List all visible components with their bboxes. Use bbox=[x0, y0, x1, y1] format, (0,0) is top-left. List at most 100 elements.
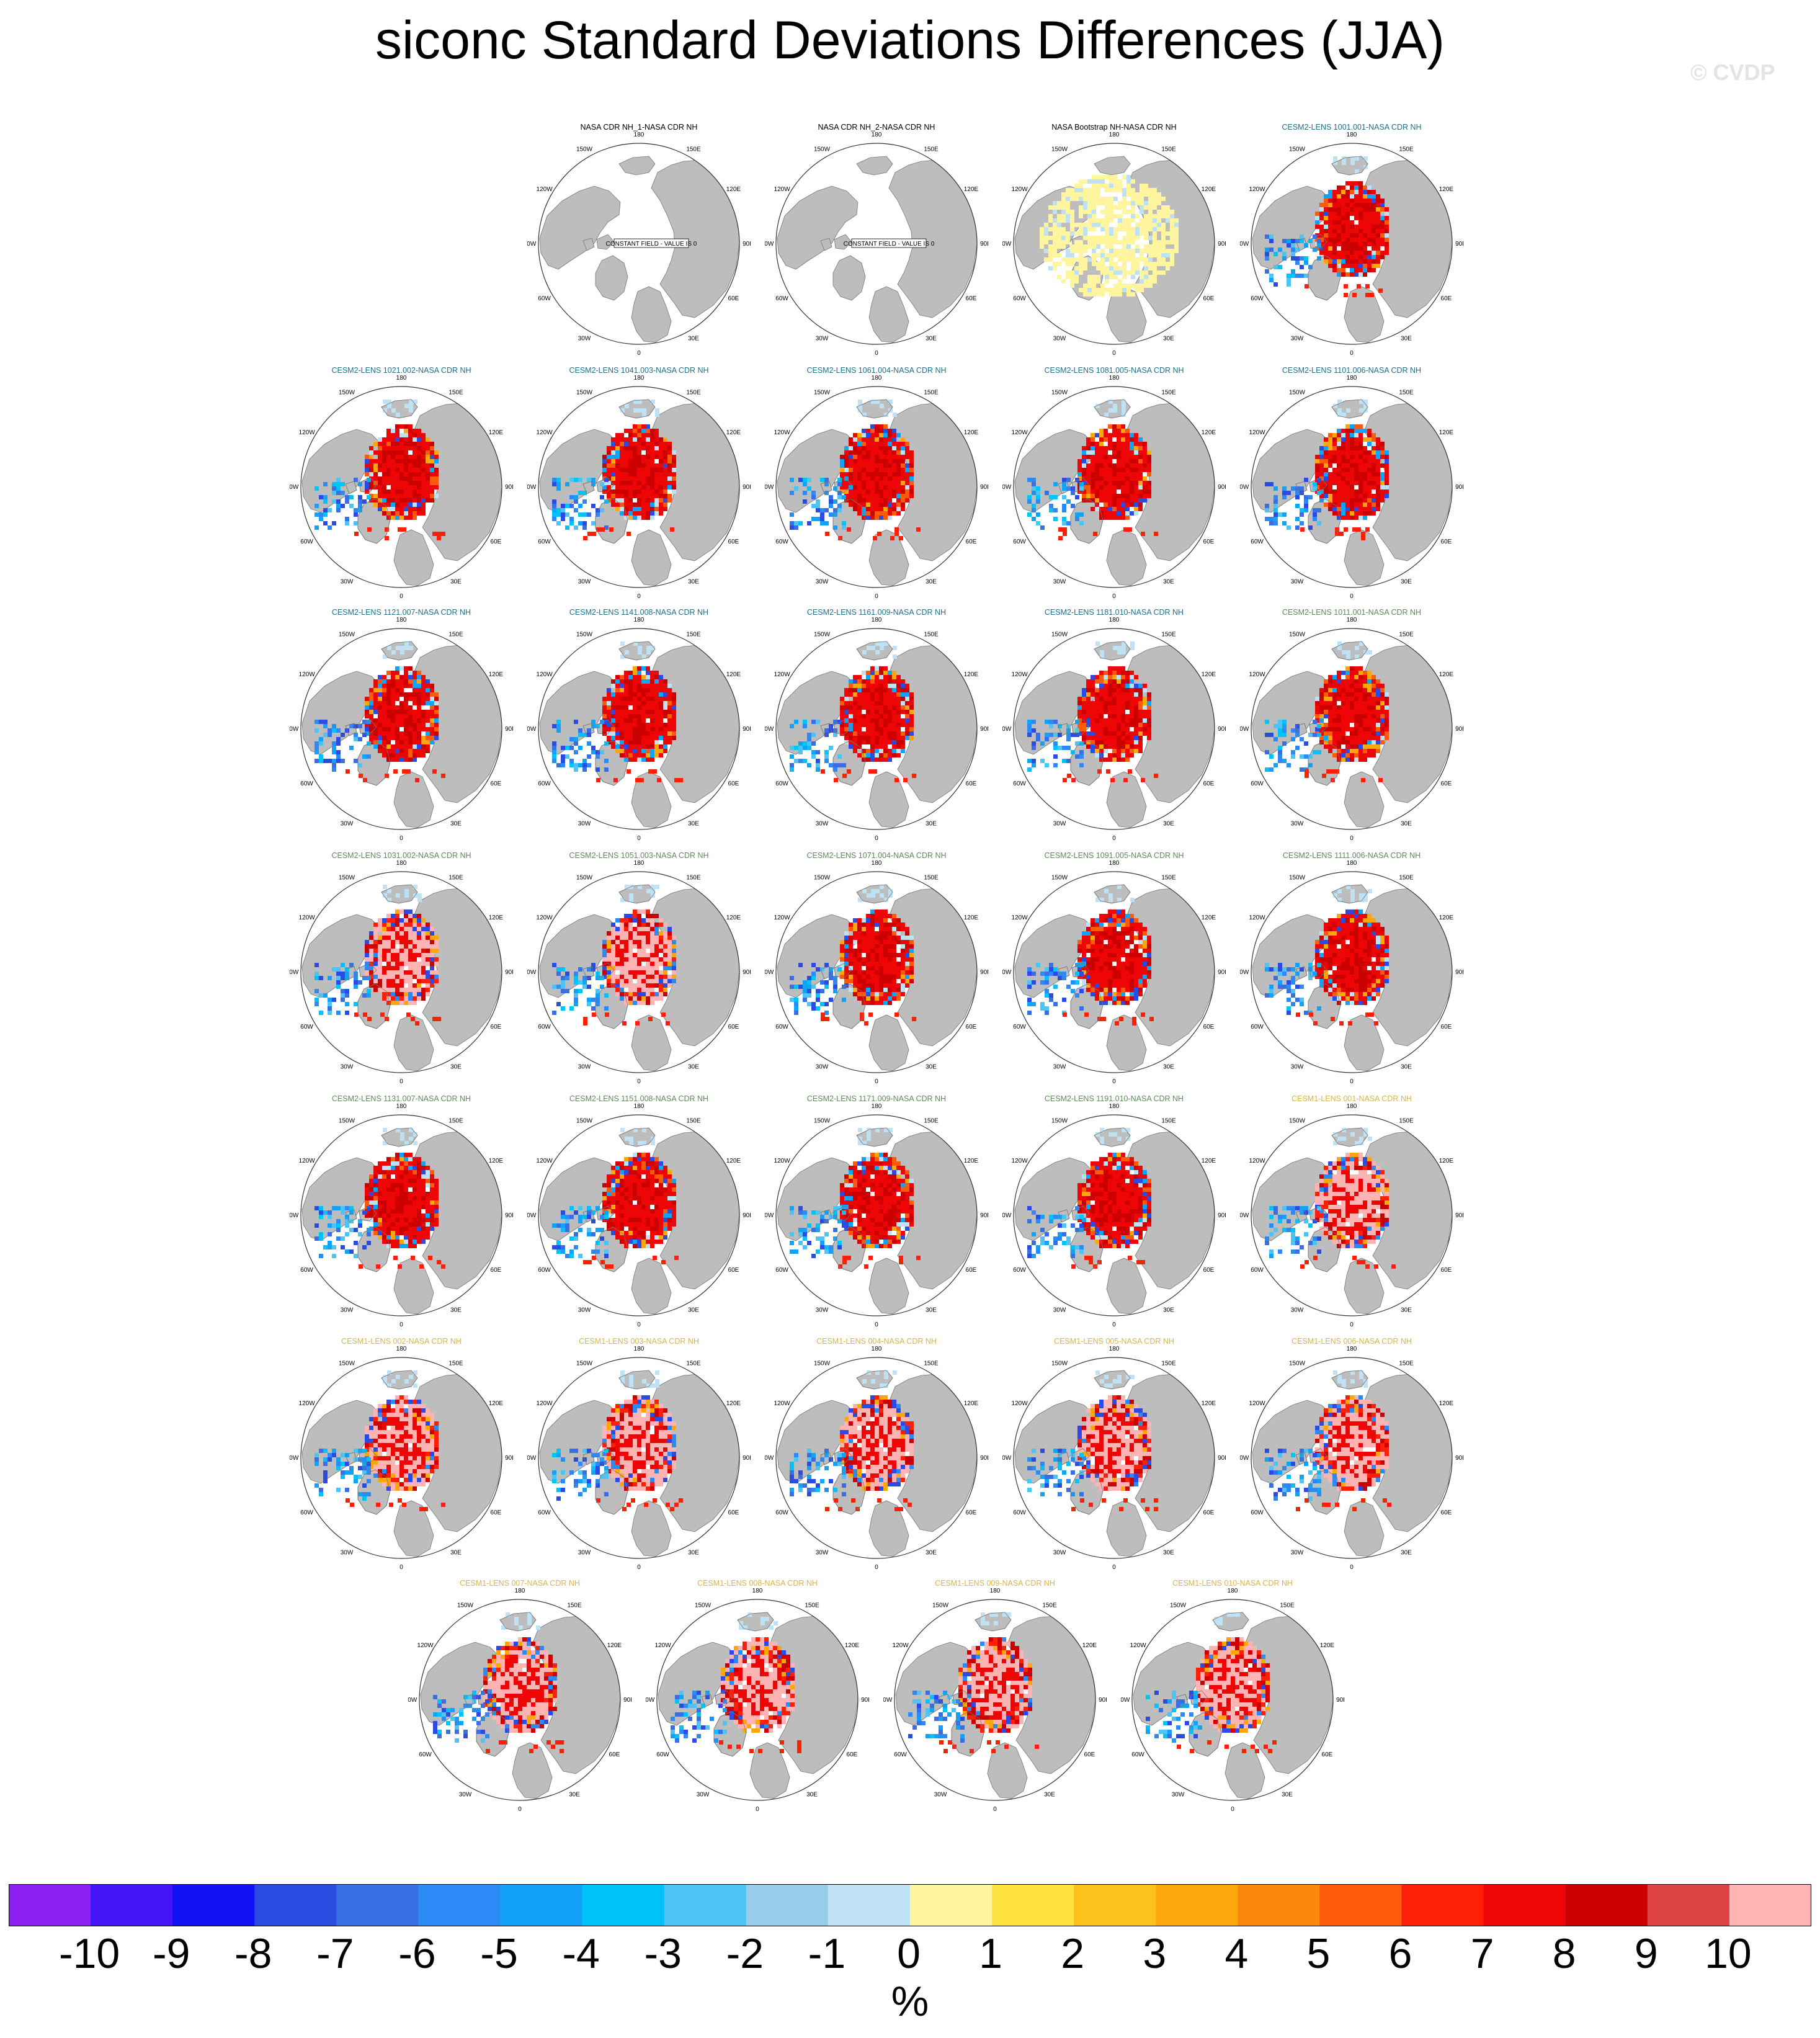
grid-cell bbox=[1354, 710, 1358, 714]
grid-cell bbox=[1372, 455, 1376, 459]
grid-cell bbox=[857, 731, 862, 736]
grid-cell bbox=[1082, 455, 1086, 459]
grid-cell bbox=[672, 714, 676, 718]
grid-cell bbox=[1086, 494, 1091, 498]
grid-cell bbox=[1053, 746, 1058, 750]
grid-cell bbox=[667, 468, 672, 472]
grid-cell bbox=[611, 701, 615, 705]
grid-cell bbox=[1367, 511, 1372, 516]
grid-cell bbox=[404, 671, 408, 675]
grid-cell bbox=[413, 511, 417, 516]
grid-cell bbox=[1057, 236, 1061, 240]
grid-cell bbox=[434, 736, 439, 740]
grid-cell bbox=[620, 494, 624, 498]
grid-cell bbox=[875, 650, 880, 655]
grid-cell bbox=[1174, 223, 1179, 227]
grid-cell bbox=[1337, 400, 1342, 404]
grid-cell bbox=[607, 463, 611, 468]
grid-cell bbox=[607, 459, 611, 463]
grid-cell bbox=[1350, 688, 1354, 692]
grid-cell bbox=[667, 723, 672, 727]
grid-cell bbox=[421, 697, 426, 701]
grid-cell bbox=[896, 705, 901, 710]
grid-cell bbox=[1319, 242, 1324, 246]
grid-cell bbox=[1143, 459, 1147, 463]
grid-cell bbox=[1121, 671, 1125, 675]
grid-cell bbox=[849, 481, 853, 485]
grid-cell bbox=[844, 485, 849, 489]
grid-cell bbox=[1350, 229, 1354, 233]
grid-cell bbox=[358, 724, 362, 728]
grid-cell bbox=[627, 769, 631, 774]
grid-cell bbox=[587, 754, 591, 759]
grid-cell bbox=[600, 720, 604, 724]
grid-cell bbox=[1341, 718, 1345, 723]
grid-cell bbox=[633, 701, 637, 705]
grid-cell bbox=[1121, 442, 1125, 446]
grid-cell bbox=[1109, 262, 1113, 266]
grid-cell bbox=[1108, 697, 1112, 701]
grid-cell bbox=[909, 476, 914, 481]
grid-cell bbox=[430, 705, 434, 710]
grid-cell bbox=[628, 731, 633, 736]
grid-cell bbox=[1108, 472, 1112, 476]
grid-cell bbox=[842, 763, 846, 767]
grid-cell bbox=[399, 442, 404, 446]
grid-cell bbox=[1324, 450, 1328, 455]
grid-cell bbox=[1087, 218, 1092, 223]
grid-cell bbox=[901, 455, 905, 459]
grid-cell bbox=[1358, 251, 1363, 255]
grid-cell bbox=[798, 741, 803, 746]
grid-cell bbox=[328, 733, 332, 737]
grid-cell bbox=[1113, 197, 1118, 201]
grid-cell bbox=[1332, 476, 1337, 481]
grid-cell bbox=[341, 504, 345, 508]
grid-cell bbox=[1099, 446, 1104, 450]
grid-cell bbox=[1372, 494, 1376, 498]
grid-cell bbox=[798, 521, 803, 525]
grid-cell bbox=[866, 433, 870, 437]
grid-cell bbox=[1345, 749, 1350, 753]
grid-cell bbox=[336, 482, 341, 486]
grid-cell bbox=[893, 655, 897, 659]
grid-cell bbox=[1372, 710, 1376, 714]
grid-cell bbox=[901, 498, 905, 503]
grid-cell bbox=[430, 710, 434, 714]
grid-cell bbox=[633, 442, 637, 446]
grid-cell bbox=[386, 463, 391, 468]
grid-cell bbox=[323, 508, 328, 512]
grid-cell bbox=[840, 476, 844, 481]
grid-cell bbox=[1358, 498, 1363, 503]
grid-cell bbox=[1354, 684, 1358, 688]
grid-cell bbox=[365, 485, 369, 489]
grid-cell bbox=[1138, 446, 1143, 450]
grid-cell bbox=[853, 437, 857, 442]
grid-cell bbox=[1044, 223, 1048, 227]
grid-cell bbox=[646, 463, 650, 468]
grid-cell bbox=[896, 455, 901, 459]
grid-cell bbox=[404, 489, 408, 494]
grid-cell bbox=[663, 498, 667, 503]
grid-cell bbox=[844, 710, 849, 714]
grid-cell bbox=[1126, 192, 1131, 197]
grid-cell bbox=[628, 498, 633, 503]
longitude-label: 90E bbox=[743, 726, 751, 733]
grid-cell bbox=[1355, 156, 1359, 161]
grid-cell bbox=[386, 498, 391, 503]
longitude-label: 0 bbox=[1350, 593, 1354, 600]
grid-cell bbox=[672, 736, 676, 740]
grid-cell bbox=[1337, 255, 1341, 259]
grid-cell bbox=[1350, 489, 1354, 494]
grid-cell bbox=[1350, 744, 1354, 749]
grid-cell bbox=[883, 675, 888, 679]
grid-cell bbox=[624, 459, 628, 463]
grid-cell bbox=[866, 472, 870, 476]
grid-cell bbox=[1345, 216, 1350, 220]
grid-cell bbox=[1332, 481, 1337, 485]
grid-cell bbox=[1319, 246, 1324, 251]
grid-cell bbox=[1372, 255, 1376, 259]
grid-cell bbox=[853, 749, 857, 753]
grid-cell bbox=[1363, 679, 1367, 684]
grid-cell bbox=[1166, 249, 1170, 253]
grid-cell bbox=[857, 511, 862, 516]
